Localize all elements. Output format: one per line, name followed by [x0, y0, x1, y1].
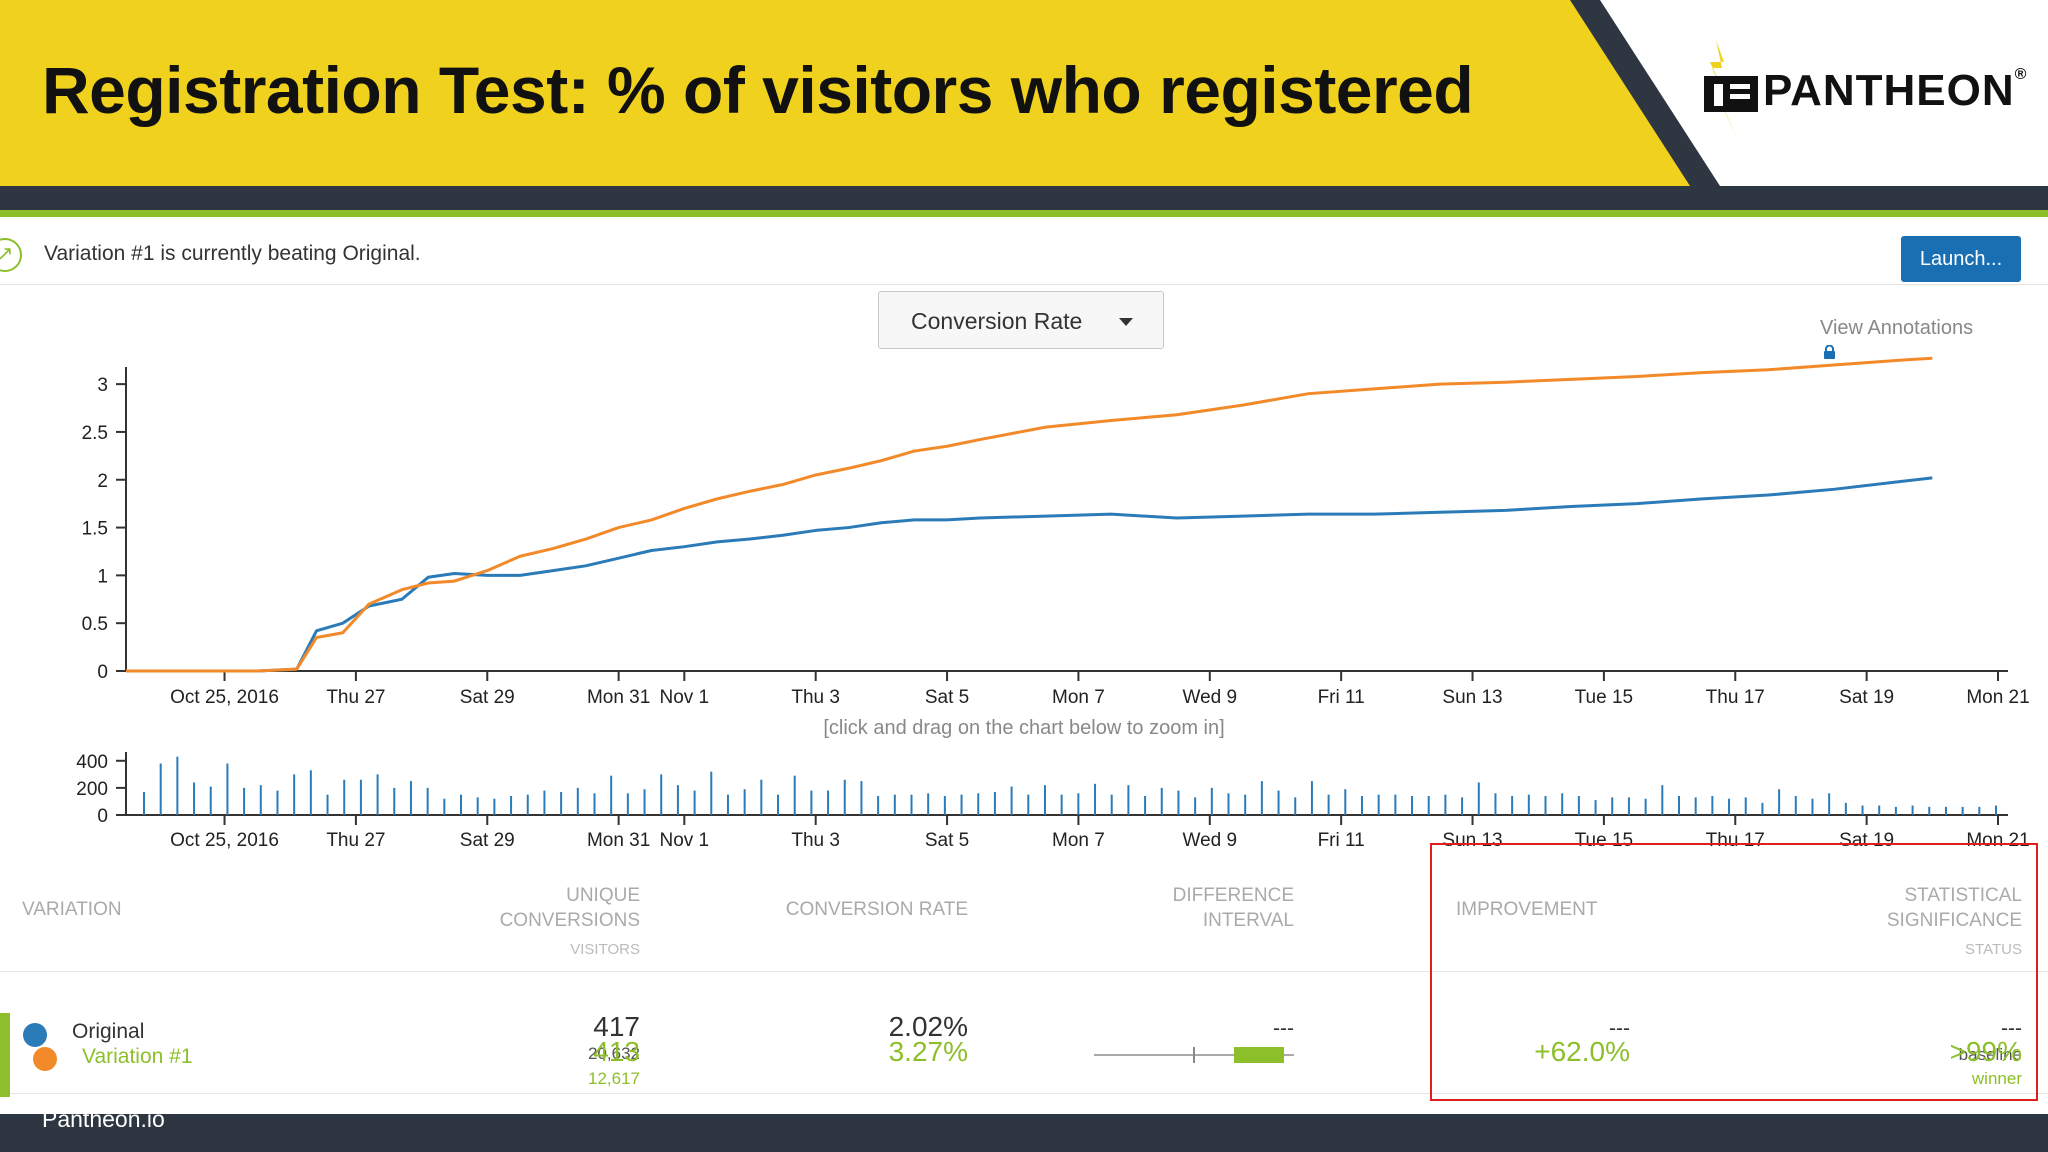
y-tick-label: 0 — [97, 662, 108, 683]
slide-title: Registration Test: % of visitors who reg… — [42, 53, 1474, 127]
row-divider — [0, 971, 2048, 972]
significance-status: baseline — [1958, 1045, 2022, 1064]
bar-x-tick-label: Sun 13 — [1442, 830, 1502, 851]
header-unique-line2: CONVERSIONS — [499, 910, 640, 931]
x-tick-label: Mon 21 — [1966, 687, 2029, 708]
conversion-rate: 2.02% — [888, 1011, 968, 1042]
bar-x-tick-label: Sat 5 — [925, 830, 969, 851]
results-table: VARIATION UNIQUE CONVERSIONS VISITORS CO… — [0, 855, 2048, 1121]
significance-value: --- — [2001, 1017, 2022, 1040]
lock-icon[interactable] — [1823, 345, 1836, 359]
header-difference-line1: DIFFERENCE — [1172, 885, 1294, 906]
significance-status: winner — [1971, 1069, 2022, 1088]
visitors-count: 12,617 — [588, 1069, 640, 1088]
pantheon-wordmark: PANTHEON® — [1763, 66, 2028, 115]
x-tick-label: Mon 7 — [1052, 687, 1105, 708]
y-tick-label: 3 — [97, 375, 108, 396]
pantheon-logo-icon — [1704, 40, 1758, 140]
bar-x-tick-label: Sat 19 — [1839, 830, 1894, 851]
variation-color-dot — [33, 1047, 57, 1071]
experiment-panel: ↗ Variation #1 is currently beating Orig… — [0, 210, 2048, 1114]
significance-value: >99% — [1949, 1036, 2022, 1067]
status-notice: ↗ Variation #1 is currently beating Orig… — [0, 224, 2048, 285]
conversion-rate-chart[interactable]: 0 0.5 1 1.5 2 2.5 3 Oct 25, 2016 Thu 27 Sat 29 Mon… — [0, 217, 2048, 857]
bar-x-tick-label: Nov 1 — [659, 830, 709, 851]
bar-x-tick-label: Thu 27 — [326, 830, 385, 851]
highlight-box — [1430, 843, 2038, 1101]
improvement-value: --- — [1609, 1017, 1630, 1040]
metric-selected-label: Conversion Rate — [911, 308, 1083, 334]
banner-decoration — [1570, 0, 2048, 186]
x-tick-label: Tue 15 — [1575, 687, 1633, 708]
bar-x-tick-label: Mon 31 — [587, 830, 650, 851]
row-divider — [0, 1093, 2048, 1094]
bar-x-tick-label: Thu 3 — [791, 830, 840, 851]
y-tick-label: 2 — [97, 471, 108, 492]
series-line-original — [126, 476, 1933, 673]
y-tick-label: 1 — [97, 566, 108, 587]
variation-name: Original — [72, 1020, 145, 1043]
header-conversion-rate: CONVERSION RATE — [785, 899, 968, 920]
bar-y-tick-label: 0 — [97, 806, 108, 827]
chevron-down-icon — [1119, 318, 1133, 326]
view-annotations-link[interactable]: View Annotations — [1820, 317, 1974, 339]
x-tick-label: Sun 13 — [1442, 687, 1502, 708]
footer-text: Pantheon.io — [42, 1106, 165, 1132]
header-statistical-significance: STATISTICAL SIGNIFICANCE — [1720, 883, 2022, 933]
unique-conversions: 413 — [593, 1036, 640, 1067]
bar-y-tick-label: 200 — [76, 779, 108, 800]
original-color-dot — [23, 1023, 47, 1047]
x-tick-label: Oct 25, 2016 — [170, 687, 279, 708]
bar-x-tick-label: Wed 9 — [1183, 830, 1238, 851]
x-tick-label: Fri 11 — [1318, 687, 1365, 708]
variation-name: Variation #1 — [82, 1045, 193, 1068]
bar-x-tick-label: Sat 29 — [460, 830, 515, 851]
visitors-count: 20,632 — [588, 1044, 640, 1063]
y-tick-label: 2.5 — [82, 423, 108, 444]
bar-y-tick-label: 400 — [76, 752, 108, 773]
metric-dropdown[interactable]: Conversion Rate — [878, 291, 1164, 349]
header-unique-line1: UNIQUE — [566, 885, 640, 906]
header-difference-line2: INTERVAL — [1202, 910, 1294, 931]
launch-button[interactable]: Launch... — [1901, 236, 2021, 282]
bar-x-tick-label: Mon 21 — [1966, 830, 2029, 851]
x-tick-label: Wed 9 — [1183, 687, 1238, 708]
bar-x-tick-label: Tue 15 — [1575, 830, 1633, 851]
x-tick-label: Sat 19 — [1839, 687, 1894, 708]
header-variation: VARIATION — [22, 899, 122, 920]
series-line-variation-1 — [126, 356, 1933, 673]
x-tick-label: Sat 29 — [460, 687, 515, 708]
notice-text: Variation #1 is currently beating Origin… — [44, 242, 421, 265]
x-tick-label: Thu 3 — [791, 687, 840, 708]
header-unique-conversions: UNIQUE CONVERSIONS — [440, 883, 640, 933]
bar-x-tick-label: Mon 7 — [1052, 830, 1105, 851]
header-status: STATUS — [1965, 941, 2022, 958]
bar-x-tick-label: Fri 11 — [1318, 830, 1365, 851]
unique-conversions: 417 — [593, 1011, 640, 1042]
improvement-value: +62.0% — [1534, 1036, 1630, 1067]
x-tick-label: Sat 5 — [925, 687, 969, 708]
winner-indicator — [0, 1013, 10, 1097]
conversion-rate: 3.27% — [888, 1036, 968, 1067]
header-difference-interval: DIFFERENCE INTERVAL — [1060, 883, 1294, 933]
y-tick-label: 1.5 — [82, 519, 108, 540]
bar-x-tick-label: Thu 17 — [1706, 830, 1765, 851]
bar-x-tick-label: Oct 25, 2016 — [170, 830, 279, 851]
difference-interval-graphic — [1094, 1047, 1294, 1063]
difference-interval: --- — [1273, 1017, 1294, 1040]
x-tick-label: Nov 1 — [659, 687, 709, 708]
zoom-hint: [click and drag on the chart below to zo… — [823, 717, 1225, 739]
header-improvement: IMPROVEMENT — [1456, 899, 1598, 920]
header-visitors: VISITORS — [570, 941, 640, 958]
header-significance-line1: STATISTICAL — [1904, 885, 2022, 906]
x-tick-label: Thu 17 — [1706, 687, 1765, 708]
header-significance-line2: SIGNIFICANCE — [1886, 910, 2022, 931]
x-tick-label: Mon 31 — [587, 687, 650, 708]
x-tick-label: Thu 27 — [326, 687, 385, 708]
y-tick-label: 0.5 — [82, 614, 108, 635]
